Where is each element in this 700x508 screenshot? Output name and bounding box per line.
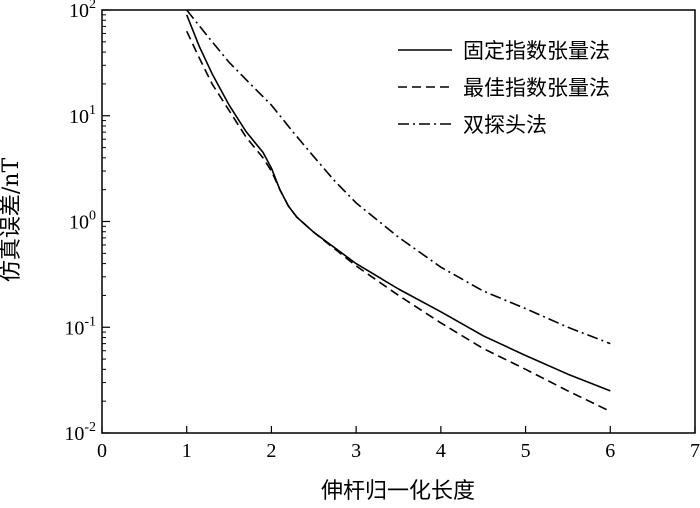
x-axis-title: 伸杆归一化长度 bbox=[321, 479, 475, 504]
series-line-dashed bbox=[185, 30, 611, 413]
legend-label: 固定指数张量法 bbox=[463, 39, 610, 63]
series-lines bbox=[185, 9, 611, 413]
x-tick-label: 5 bbox=[521, 440, 531, 462]
x-tick-label: 7 bbox=[690, 440, 700, 462]
legend-label: 最佳指数张量法 bbox=[463, 76, 610, 100]
legend-label: 双探头法 bbox=[463, 113, 547, 137]
x-tick-labels: 0 1 2 3 4 5 6 7 bbox=[97, 440, 700, 462]
x-tick-label: 2 bbox=[266, 440, 276, 462]
plot-frame bbox=[101, 9, 696, 434]
y-tick-label: 10-2 bbox=[64, 420, 96, 445]
x-tick-label: 6 bbox=[605, 440, 615, 462]
y-tick-labels: 10-2 10-1 100 101 102 bbox=[64, 0, 96, 445]
x-tick-label: 4 bbox=[436, 440, 446, 462]
y-tick-label: 100 bbox=[69, 209, 96, 234]
x-tick-label: 0 bbox=[97, 440, 107, 462]
tick-marks bbox=[101, 9, 696, 434]
x-tick-label: 3 bbox=[351, 440, 361, 462]
y-axis-title: 仿真误差/nT bbox=[0, 158, 24, 283]
series-line-dashdot bbox=[186, 9, 611, 345]
x-tick-label: 1 bbox=[182, 440, 192, 462]
y-tick-label: 10-1 bbox=[64, 314, 96, 339]
y-tick-label: 102 bbox=[69, 0, 96, 22]
y-tick-label: 101 bbox=[69, 103, 96, 128]
axes bbox=[101, 9, 696, 434]
series-line-solid bbox=[185, 14, 611, 392]
